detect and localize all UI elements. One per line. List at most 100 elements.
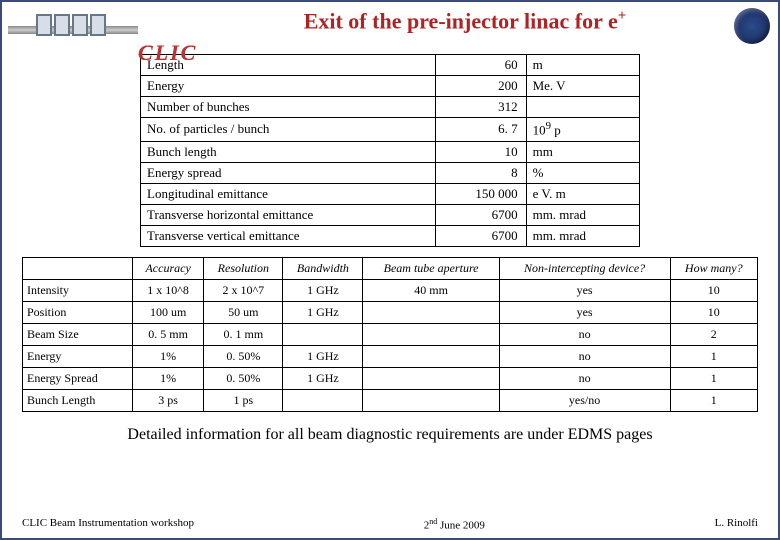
param-row: Transverse horizontal emittance6700mm. m… (141, 204, 640, 225)
diag-row: Bunch Length3 ps1 ps yes/no1 (23, 389, 758, 411)
diag-row-label: Intensity (23, 279, 133, 301)
diag-cell (283, 323, 363, 345)
param-unit: e V. m (526, 183, 639, 204)
param-value: 150 000 (435, 183, 526, 204)
diag-cell: 1 x 10^8 (133, 279, 204, 301)
diag-cell: 3 ps (133, 389, 204, 411)
diag-cell: 0. 50% (204, 345, 283, 367)
diag-header: Bandwidth (283, 257, 363, 279)
page-title: Exit of the pre-injector linac for e+ (172, 8, 758, 34)
diag-cell: 0. 5 mm (133, 323, 204, 345)
diag-row: Intensity1 x 10^82 x 10^71 GHz40 mmyes10 (23, 279, 758, 301)
diag-header: Non-intercepting device? (499, 257, 670, 279)
param-row: Length60m (141, 55, 640, 76)
param-label: Number of bunches (141, 97, 436, 118)
diag-cell: 50 um (204, 301, 283, 323)
diag-cell (363, 323, 499, 345)
diag-cell: 0. 50% (204, 367, 283, 389)
diag-cell (363, 301, 499, 323)
diag-cell: 10 (670, 279, 758, 301)
edms-note: Detailed information for all beam diagno… (22, 426, 758, 444)
diag-cell: 1 ps (204, 389, 283, 411)
clic-logo: CLIC (8, 8, 208, 58)
diag-cell: no (499, 323, 670, 345)
diag-cell (363, 345, 499, 367)
diag-cell: no (499, 345, 670, 367)
param-label: Energy (141, 76, 436, 97)
param-label: No. of particles / bunch (141, 118, 436, 141)
diagnostics-table: AccuracyResolutionBandwidthBeam tube ape… (22, 257, 758, 412)
param-row: Energy spread8% (141, 162, 640, 183)
diag-cell: 40 mm (363, 279, 499, 301)
param-unit: m (526, 55, 639, 76)
diag-cell: 1 GHz (283, 301, 363, 323)
diag-cell: 100 um (133, 301, 204, 323)
param-value: 6700 (435, 225, 526, 246)
diag-row-label: Position (23, 301, 133, 323)
param-value: 8 (435, 162, 526, 183)
diag-row-label: Beam Size (23, 323, 133, 345)
diag-header: Accuracy (133, 257, 204, 279)
param-unit: mm (526, 141, 639, 162)
diag-row: Beam Size0. 5 mm0. 1 mm no2 (23, 323, 758, 345)
param-row: Longitudinal emittance150 000e V. m (141, 183, 640, 204)
diag-cell: 1% (133, 345, 204, 367)
diag-cell (283, 389, 363, 411)
logo-text: CLIC (138, 40, 197, 66)
diag-cell: 1% (133, 367, 204, 389)
param-label: Transverse horizontal emittance (141, 204, 436, 225)
diag-row: Energy1%0. 50%1 GHz no1 (23, 345, 758, 367)
param-value: 200 (435, 76, 526, 97)
diag-header (23, 257, 133, 279)
diag-row-label: Energy (23, 345, 133, 367)
param-value: 6700 (435, 204, 526, 225)
footer-date: 2nd June 2009 (424, 517, 485, 532)
param-label: Bunch length (141, 141, 436, 162)
diag-cell: no (499, 367, 670, 389)
diag-header: Resolution (204, 257, 283, 279)
param-value: 312 (435, 97, 526, 118)
footer: CLIC Beam Instrumentation workshop 2nd J… (22, 517, 758, 532)
param-unit: mm. mrad (526, 225, 639, 246)
diag-cell: 1 GHz (283, 367, 363, 389)
param-row: Energy200Me. V (141, 76, 640, 97)
diag-cell: 2 (670, 323, 758, 345)
diag-header: Beam tube aperture (363, 257, 499, 279)
diag-cell: yes (499, 301, 670, 323)
diag-cell: 10 (670, 301, 758, 323)
param-row: Transverse vertical emittance6700mm. mra… (141, 225, 640, 246)
diag-cell (363, 367, 499, 389)
diag-cell: yes (499, 279, 670, 301)
parameters-table: Length60mEnergy200Me. VNumber of bunches… (140, 54, 640, 246)
param-unit: Me. V (526, 76, 639, 97)
diag-cell (363, 389, 499, 411)
diag-row: Position100 um50 um1 GHz yes10 (23, 301, 758, 323)
param-label: Energy spread (141, 162, 436, 183)
param-value: 6. 7 (435, 118, 526, 141)
diag-cell: 2 x 10^7 (204, 279, 283, 301)
diag-cell: 1 (670, 345, 758, 367)
diag-cell: 0. 1 mm (204, 323, 283, 345)
param-unit: 109 p (526, 118, 639, 141)
param-label: Longitudinal emittance (141, 183, 436, 204)
diag-row-label: Bunch Length (23, 389, 133, 411)
param-row: No. of particles / bunch6. 7109 p (141, 118, 640, 141)
param-value: 10 (435, 141, 526, 162)
diag-cell: 1 GHz (283, 279, 363, 301)
param-unit: % (526, 162, 639, 183)
diag-header: How many? (670, 257, 758, 279)
cern-logo (734, 8, 770, 44)
param-unit (526, 97, 639, 118)
diag-cell: 1 (670, 389, 758, 411)
diag-row-label: Energy Spread (23, 367, 133, 389)
diag-cell: 1 GHz (283, 345, 363, 367)
footer-author: L. Rinolfi (715, 517, 758, 532)
diag-row: Energy Spread1%0. 50%1 GHzno1 (23, 367, 758, 389)
param-label: Transverse vertical emittance (141, 225, 436, 246)
param-row: Number of bunches312 (141, 97, 640, 118)
param-row: Bunch length10mm (141, 141, 640, 162)
param-value: 60 (435, 55, 526, 76)
footer-left: CLIC Beam Instrumentation workshop (22, 517, 194, 532)
param-unit: mm. mrad (526, 204, 639, 225)
diag-cell: yes/no (499, 389, 670, 411)
